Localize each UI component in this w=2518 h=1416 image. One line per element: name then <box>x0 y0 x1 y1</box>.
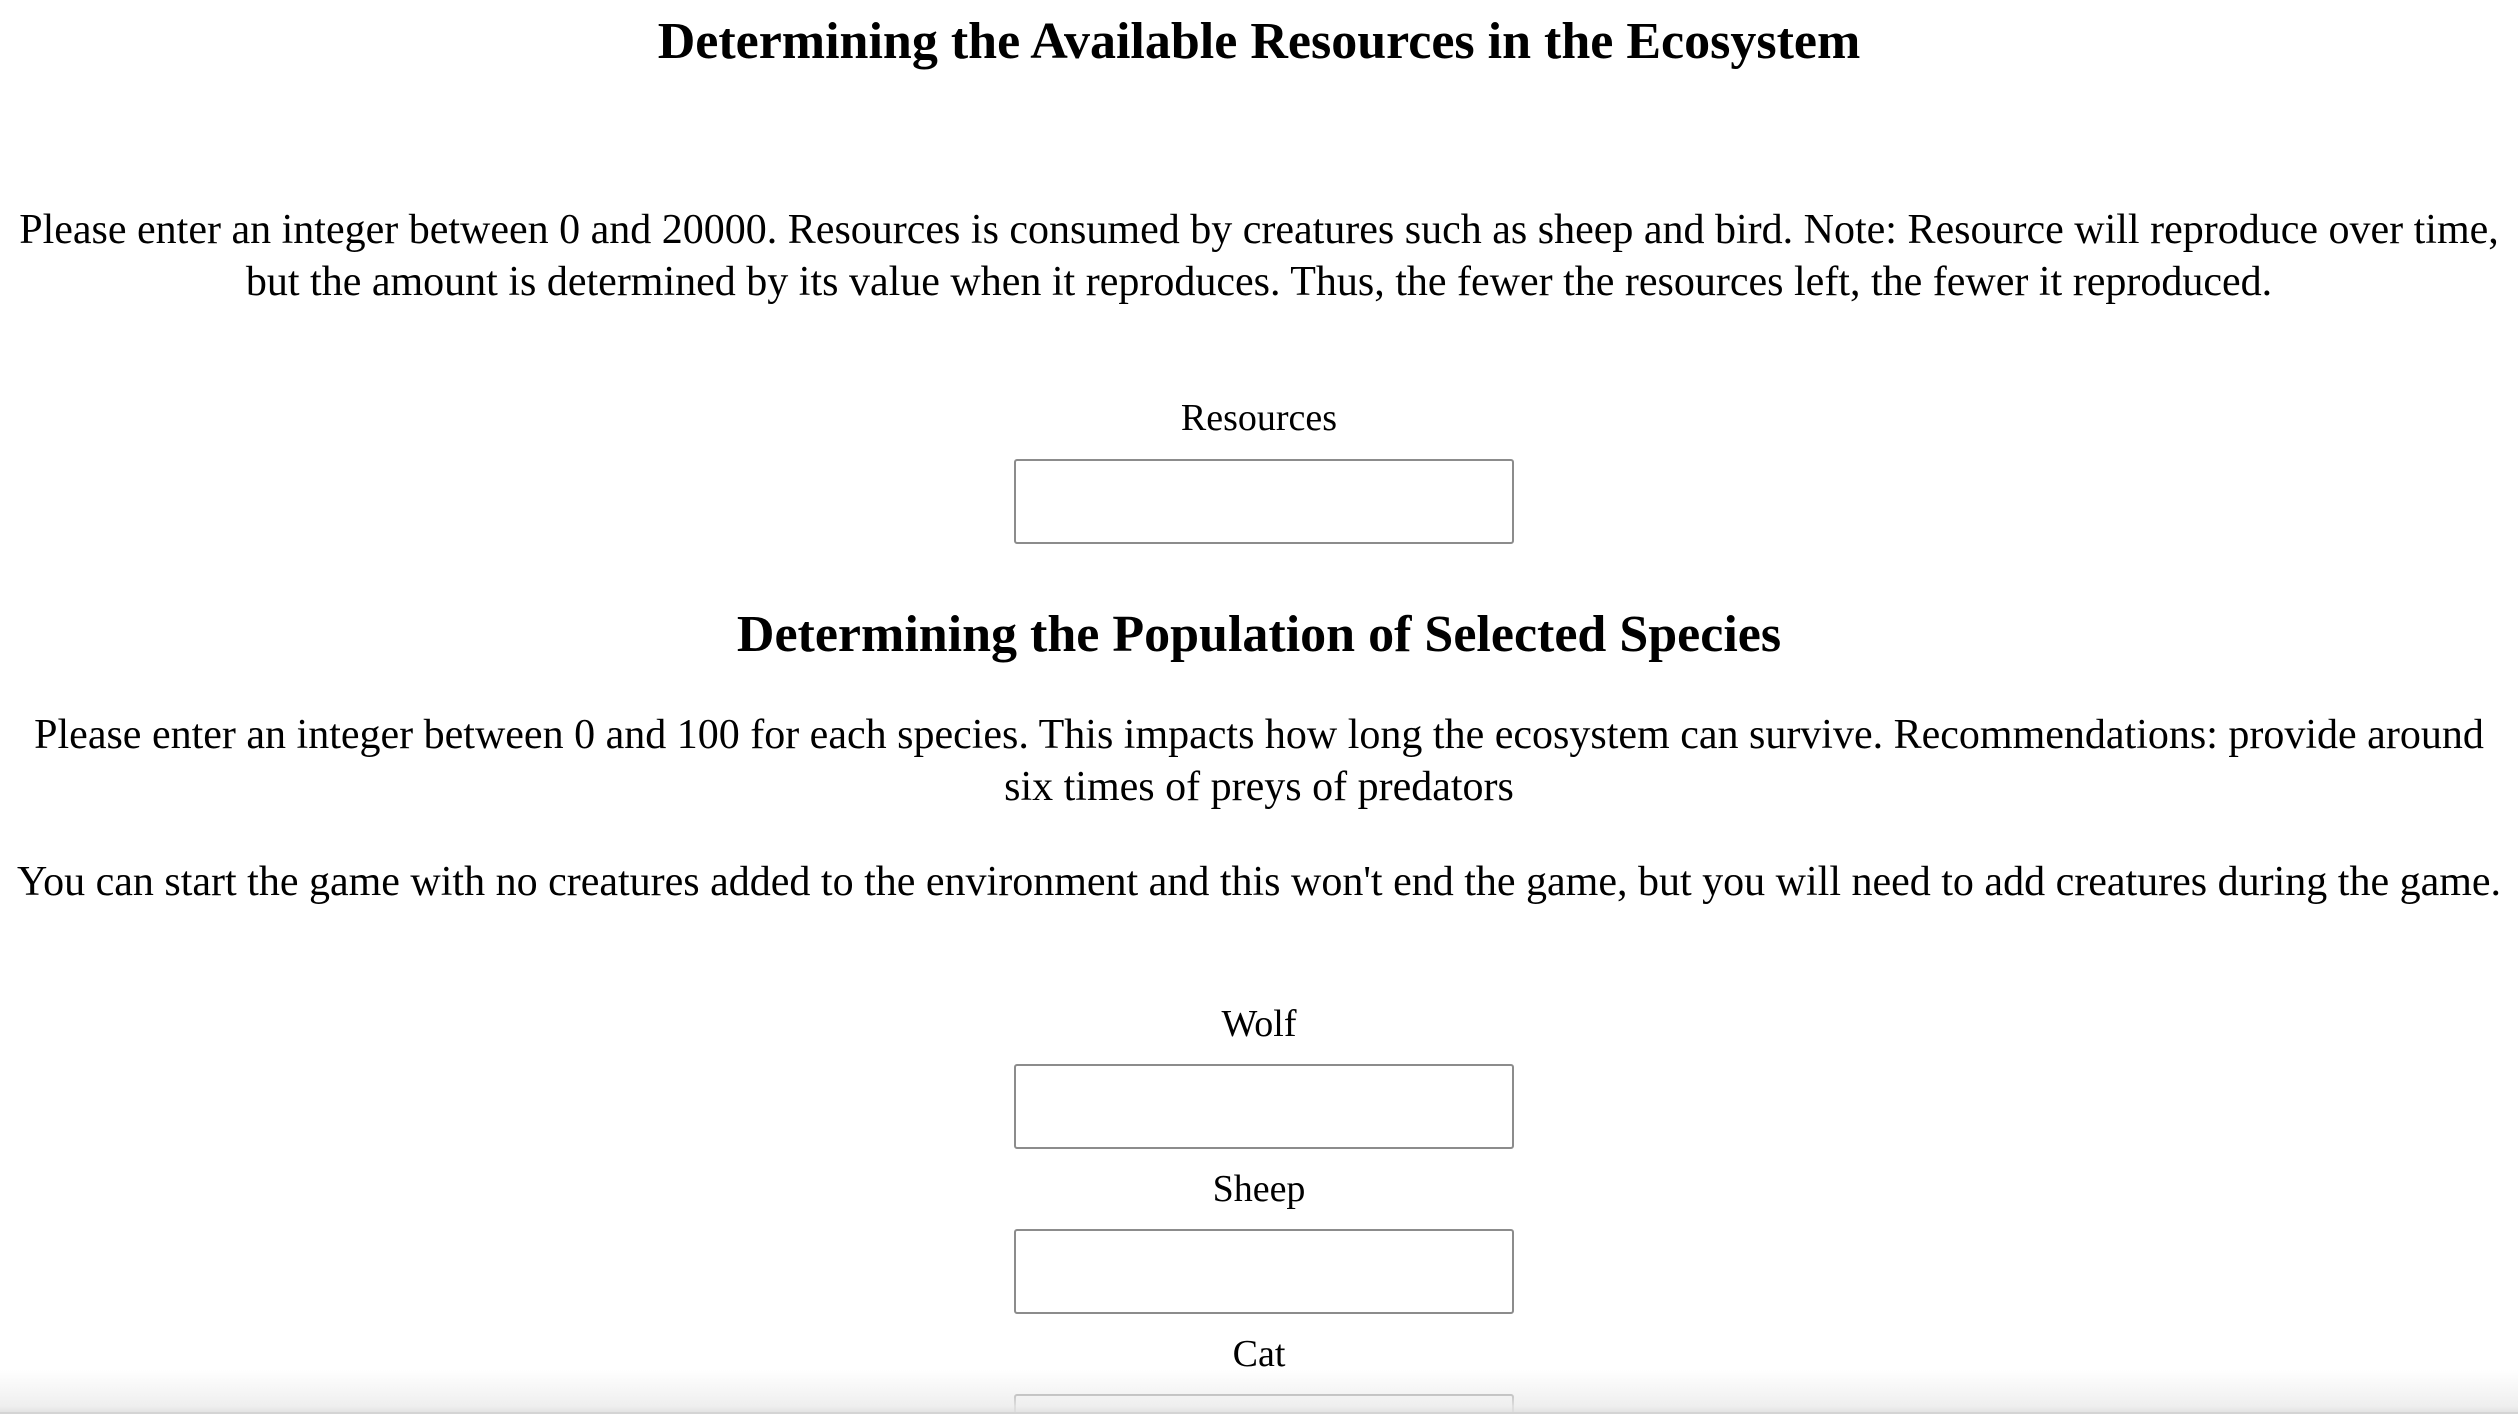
cat-input[interactable] <box>1014 1394 1514 1414</box>
resources-description: Please enter an integer between 0 and 20… <box>19 207 2499 305</box>
cat-label: Cat <box>1232 1333 1286 1375</box>
resources-heading: Determining the Available Resources in t… <box>657 13 1861 70</box>
sheep-input[interactable] <box>1014 1229 1514 1314</box>
population-description: Please enter an integer between 0 and 10… <box>34 712 2484 810</box>
window-bottom-edge <box>0 1412 2518 1414</box>
wolf-input[interactable] <box>1014 1064 1514 1149</box>
sheep-label: Sheep <box>1212 1168 1306 1210</box>
resources-input[interactable] <box>1014 459 1514 544</box>
population-note: You can start the game with no creatures… <box>16 859 2502 905</box>
resources-label: Resources <box>1180 397 1338 439</box>
wolf-label: Wolf <box>1221 1003 1297 1045</box>
population-heading: Determining the Population of Selected S… <box>736 606 1782 663</box>
